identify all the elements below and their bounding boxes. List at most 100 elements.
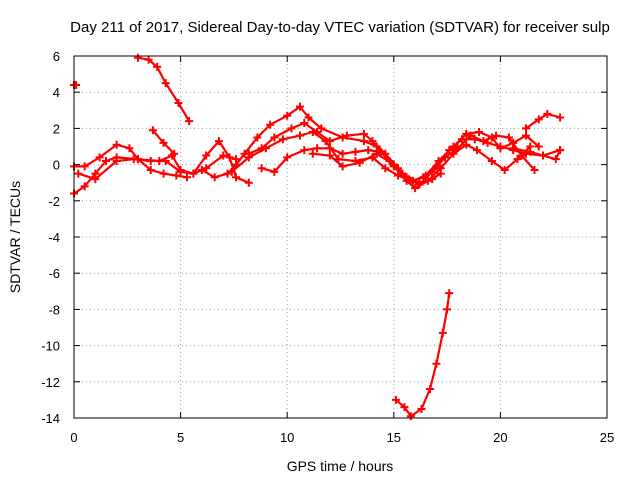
data-point	[496, 142, 505, 151]
data-point	[440, 153, 449, 162]
data-point	[556, 146, 565, 155]
data-point	[483, 138, 492, 147]
data-point	[521, 124, 530, 133]
x-tick-label: 20	[493, 430, 507, 445]
data-point	[466, 131, 475, 140]
series-line	[136, 56, 191, 123]
data-point	[445, 146, 454, 155]
series-track-c	[74, 137, 253, 187]
series-track-h	[308, 149, 445, 187]
data-point	[338, 149, 347, 158]
data-point	[355, 158, 364, 167]
data-point	[426, 385, 435, 394]
data-point	[214, 137, 223, 146]
data-point	[313, 144, 322, 153]
data-point	[189, 169, 198, 178]
axis-ticks: 0 5 10 15 20 25 -14 -12 -10 -8 -6 -4 -2 0 2 4 6	[41, 49, 614, 445]
x-tick-label: 0	[70, 430, 77, 445]
data-point	[428, 167, 437, 176]
data-point	[300, 146, 309, 155]
data-point	[551, 155, 560, 164]
series-track-i	[509, 144, 565, 164]
data-point	[112, 156, 121, 165]
plot-frame	[73, 55, 608, 419]
y-tick-label: -14	[41, 411, 60, 426]
y-tick-label: -6	[48, 266, 60, 281]
data-point	[101, 156, 110, 165]
data-point	[146, 166, 155, 175]
y-tick-label: -4	[48, 230, 60, 245]
series-track-g	[257, 140, 535, 193]
y-axis-label: SDTVAR / TECUs	[7, 181, 23, 293]
data-point	[359, 129, 368, 138]
data-point	[462, 129, 471, 138]
data-point	[432, 359, 441, 368]
y-tick-label: -2	[48, 194, 60, 209]
data-point	[342, 131, 351, 140]
data-point	[153, 62, 162, 71]
data-point	[381, 164, 390, 173]
data-point	[458, 135, 467, 144]
series-line	[230, 130, 536, 182]
data-point	[445, 289, 454, 298]
data-point	[146, 156, 155, 165]
data-point	[144, 55, 153, 64]
data-point	[95, 153, 104, 162]
data-point	[270, 167, 279, 176]
data-point	[359, 137, 368, 146]
series-line	[72, 143, 189, 179]
grid	[74, 56, 607, 418]
data-point	[174, 99, 183, 108]
data-point	[283, 111, 292, 120]
data-point	[125, 144, 134, 153]
data-point	[112, 140, 121, 149]
data-point	[182, 173, 191, 182]
data-point	[462, 140, 471, 149]
data-point	[530, 166, 539, 175]
data-point	[351, 147, 360, 156]
data-point	[325, 137, 334, 146]
data-point	[74, 169, 83, 178]
data-point	[257, 164, 266, 173]
series-line	[311, 152, 442, 184]
data-point	[270, 133, 279, 142]
series-line	[260, 143, 532, 190]
data-point	[443, 305, 452, 314]
data-point	[389, 160, 398, 169]
data-point	[223, 169, 232, 178]
data-point	[377, 147, 386, 156]
data-point	[283, 153, 292, 162]
data-point	[129, 155, 138, 164]
data-point	[253, 133, 262, 142]
x-tick-label: 25	[600, 430, 614, 445]
data-point	[325, 144, 334, 153]
data-point	[304, 113, 313, 122]
data-point	[148, 126, 157, 135]
data-point	[91, 175, 100, 184]
data-point	[210, 173, 219, 182]
data-point	[526, 147, 535, 156]
series-track-b	[70, 140, 191, 182]
data-point	[534, 142, 543, 151]
data-point	[295, 102, 304, 111]
data-point	[543, 109, 552, 118]
data-point	[161, 156, 170, 165]
data-point	[170, 149, 179, 158]
data-point	[313, 128, 322, 137]
data-point	[219, 151, 228, 160]
data-point	[534, 115, 543, 124]
data-point	[244, 178, 253, 187]
y-tick-label: -8	[48, 302, 60, 317]
data-point	[197, 166, 206, 175]
data-point	[161, 79, 170, 88]
chart-title: Day 211 of 2017, Sidereal Day-to-day VTE…	[70, 19, 610, 36]
data-point	[556, 113, 565, 122]
y-tick-label: 0	[53, 158, 60, 173]
y-tick-label: 6	[53, 49, 60, 64]
series-line	[524, 112, 562, 130]
data-point	[300, 118, 309, 127]
data-point	[400, 403, 409, 412]
data-point	[232, 173, 241, 182]
data-point	[415, 178, 424, 187]
